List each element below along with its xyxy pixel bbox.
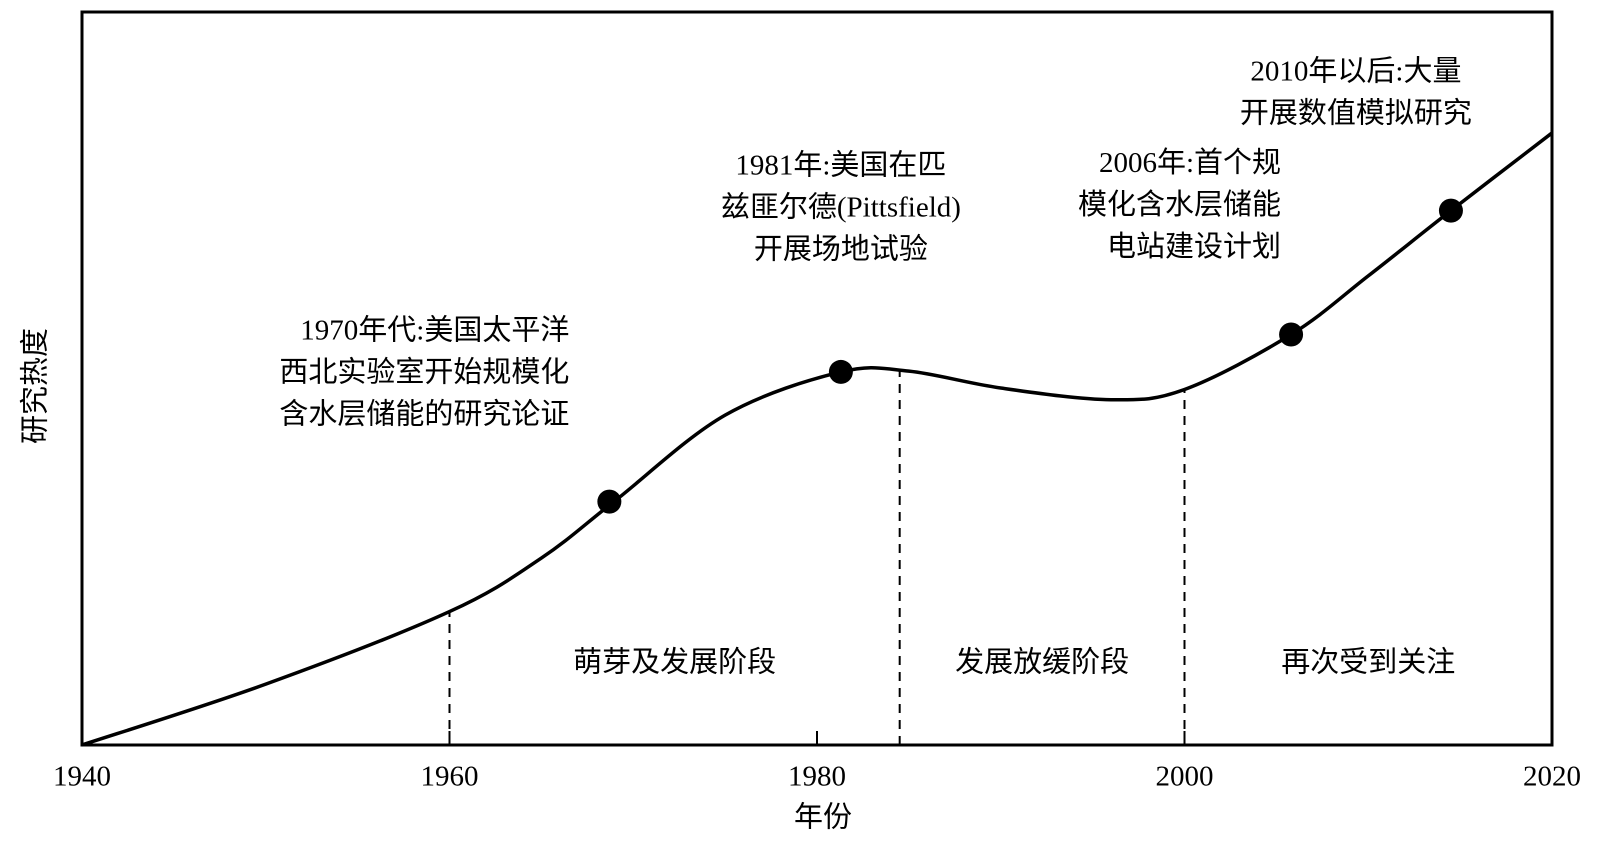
x-tick-label: 1980 bbox=[788, 761, 846, 793]
stage-label: 再次受到关注 bbox=[1281, 646, 1455, 679]
event-label: 开展场地试验 bbox=[754, 233, 928, 266]
event-marker bbox=[597, 489, 622, 514]
event-label: 含水层储能的研究论证 bbox=[279, 397, 569, 430]
event-marker bbox=[828, 359, 853, 384]
event-marker bbox=[1279, 322, 1304, 347]
y-axis-label: 研究热度 bbox=[19, 328, 52, 444]
event-label: 开展数值模拟研究 bbox=[1240, 96, 1472, 129]
event-label: 模化含水层储能 bbox=[1078, 188, 1281, 221]
event-label: 1970年代:美国太平洋 bbox=[300, 313, 569, 346]
x-tick-label: 2020 bbox=[1523, 761, 1581, 793]
x-tick-label: 1960 bbox=[421, 761, 479, 793]
event-label: 2010年以后:大量 bbox=[1250, 54, 1461, 87]
event-label: 兹匪尔德(Pittsfield) bbox=[721, 191, 961, 224]
event-label: 西北实验室开始规模化 bbox=[279, 355, 569, 388]
stage-label: 萌芽及发展阶段 bbox=[573, 646, 776, 679]
event-label: 1981年:美国在匹 bbox=[735, 149, 946, 182]
stage-label: 发展放缓阶段 bbox=[955, 646, 1129, 679]
x-tick-label: 1940 bbox=[53, 761, 111, 793]
x-axis-label: 年份 bbox=[794, 801, 852, 834]
event-marker bbox=[1438, 198, 1463, 223]
trend-line bbox=[81, 131, 1554, 747]
event-label: 电站建设计划 bbox=[1107, 230, 1281, 263]
x-tick-label: 2000 bbox=[1156, 761, 1214, 793]
event-label: 2006年:首个规 bbox=[1099, 146, 1281, 179]
